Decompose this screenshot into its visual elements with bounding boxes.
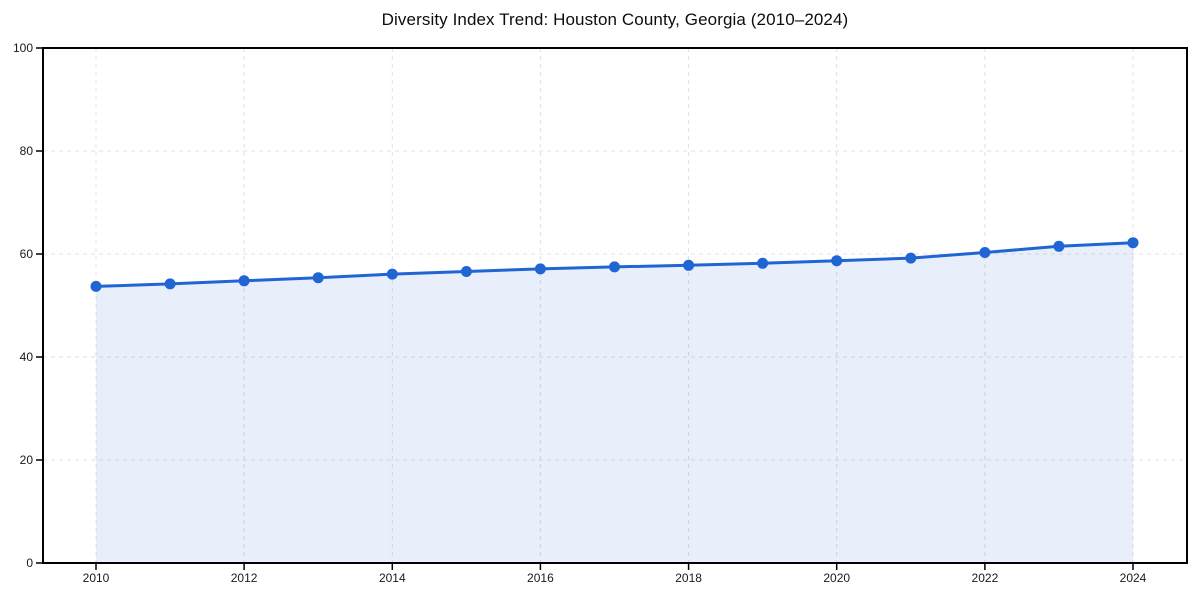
data-point-marker — [609, 261, 620, 273]
data-point-marker — [90, 280, 102, 292]
y-tick-label: 0 — [26, 556, 33, 570]
plot-border — [42, 47, 1188, 564]
data-point-marker — [683, 259, 695, 271]
data-point-marker — [905, 252, 917, 264]
data-point-marker — [460, 266, 472, 277]
chart-title: Diversity Index Trend: Houston County, G… — [381, 10, 849, 29]
data-point-marker — [831, 255, 843, 267]
area-fill — [96, 242, 1133, 563]
x-tick-label: 2018 — [675, 571, 702, 585]
data-point-marker — [757, 257, 769, 269]
y-tick-label: 40 — [20, 350, 34, 364]
data-point-marker — [1053, 240, 1065, 252]
x-tick-label: 2024 — [1120, 571, 1147, 585]
x-tick-label: 2020 — [823, 571, 850, 585]
x-tick-label: 2010 — [83, 571, 110, 585]
y-tick-label: 60 — [20, 247, 34, 261]
data-point-marker — [238, 275, 250, 287]
data-point-marker — [164, 278, 176, 290]
y-tick-label: 20 — [20, 453, 34, 467]
data-point-marker — [1127, 237, 1139, 249]
x-tick-label: 2012 — [231, 571, 258, 585]
data-point-marker — [979, 247, 991, 258]
x-tick-label: 2014 — [379, 571, 406, 585]
data-point-marker — [386, 268, 398, 280]
y-tick-label: 100 — [13, 41, 33, 55]
x-tick-label: 2016 — [527, 571, 554, 585]
data-point-marker — [534, 263, 546, 275]
y-tick-label: 80 — [20, 144, 34, 158]
x-tick-label: 2022 — [972, 571, 999, 585]
data-point-marker — [312, 272, 324, 284]
